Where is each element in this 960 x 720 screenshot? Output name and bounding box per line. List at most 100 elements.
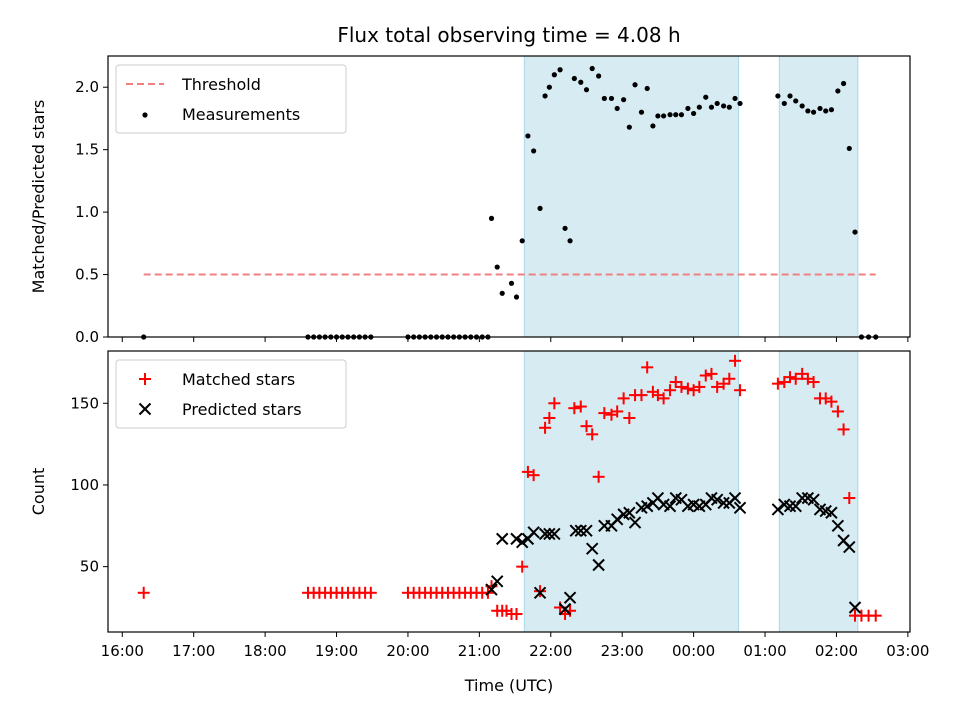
x-tick-label-5: 21:00 [458,642,501,660]
point-1-1-16-b [585,542,599,555]
point-0-0-29 [494,264,500,270]
point-1-1-41-b [733,501,747,515]
x-axis-label: Time (UTC) [464,676,553,695]
point-1-1-47-b [801,491,815,505]
legend-frame [115,359,347,429]
point-1-1-8-b [538,527,552,541]
point-1-0-36 [527,469,540,482]
point-1-0-73 [771,377,784,390]
point-1-1-0-b [485,583,498,596]
point-0-0-42 [567,238,573,244]
point-0-0-53 [632,82,638,88]
point-0-0-32 [513,294,520,300]
point-1-1-52-b [831,519,845,533]
y-axis-label: Matched/Predicted stars [29,100,48,294]
point-1-1-48 [807,493,820,506]
point-1-1-9 [543,527,556,541]
point-1-0-60 [664,384,677,397]
point-1-1-37-b [710,493,724,506]
point-1-1-45-b [789,499,802,513]
point-1-1-20 [610,513,624,526]
point-1-1-31-b [675,493,688,506]
point-1-1-30-b [669,491,682,505]
x-tick-label-6: 22:00 [529,642,572,660]
point-0-0-47 [596,73,602,79]
axes-frame [107,350,911,633]
point-1-1-22-b [623,506,636,519]
point-1-1-6-b [527,526,540,539]
point-1-0-44 [568,402,581,415]
point-1-1-22 [623,506,636,519]
y-tick-label-0: 50 [80,558,99,576]
point-1-1-44-b [783,499,797,513]
point-0-0-38 [546,84,552,90]
point-1-1-17 [592,558,605,572]
point-1-0-34 [516,560,529,573]
point-1-1-29-b [663,499,677,513]
point-1-1-2 [496,532,509,546]
legend-label-0: Threshold [181,75,261,94]
point-1-1-13-b [569,524,582,537]
point-1-1-7-b [533,586,547,599]
point-1-0-79 [807,376,820,389]
point-0-0-34 [525,133,531,139]
point-1-0-83 [831,405,844,418]
point-1-1-45 [789,499,802,513]
point-1-1-46 [795,491,809,505]
point-1-0-55 [635,389,648,402]
point-1-0-38 [539,421,552,434]
point-0-0-58 [661,113,667,119]
point-1-1-23 [628,516,642,529]
point-0-0-71 [737,100,743,107]
point-1-1-1 [491,575,504,588]
point-0-0-37 [542,93,548,99]
legend-label-1: Predicted stars [182,400,302,419]
point-1-0-46 [580,420,593,433]
legend-label-1: Measurements [182,105,300,124]
point-1-1-54 [843,540,856,554]
point-1-0-82 [825,395,838,408]
point-1-1-51 [825,506,838,519]
point-0-0-61 [678,112,685,118]
point-0-0-57 [655,113,661,119]
point-0-0-52 [626,124,632,130]
point-0-0-75 [793,98,799,104]
point-1-1-16 [585,542,599,555]
point-1-1-38-b [717,496,730,510]
point-0-0-28 [488,215,495,221]
point-1-0-33 [510,608,523,621]
point-1-1-28-b [657,498,670,511]
series-predicted-stars [485,491,862,616]
point-0-0-63 [691,110,697,117]
x-tick-label-4: 20:00 [386,642,429,660]
point-0-0-55 [644,85,650,92]
point-1-0-40 [548,397,561,410]
point-0-0-48 [601,95,607,102]
point-1-1-33-b [687,498,700,511]
point-0-0-79 [817,105,823,112]
point-1-0-59 [657,392,670,405]
point-1-1-43-b [778,498,791,511]
point-1-1-27-b [651,491,665,505]
point-1-1-49-b [813,503,827,516]
point-0-0-33 [519,238,525,244]
point-1-1-10 [548,527,561,541]
point-1-1-55-b [848,601,862,614]
point-0-0-83 [840,80,847,87]
point-1-1-25 [640,499,654,513]
point-0-0-35 [531,148,537,154]
point-0-0-77 [805,108,811,114]
point-0-0-51 [621,97,627,103]
point-1-1-15 [580,524,593,537]
point-1-1-11 [558,602,572,616]
point-1-0-37 [534,585,547,598]
point-0-0-82 [835,88,841,94]
point-1-0-67 [705,367,718,380]
point-1-1-46-b [795,491,809,505]
point-1-0-47 [586,428,599,441]
point-1-1-38 [717,496,730,510]
legend-label-0: Matched stars [182,370,295,389]
point-0-0-62 [685,105,691,112]
point-1-1-3 [510,532,523,546]
